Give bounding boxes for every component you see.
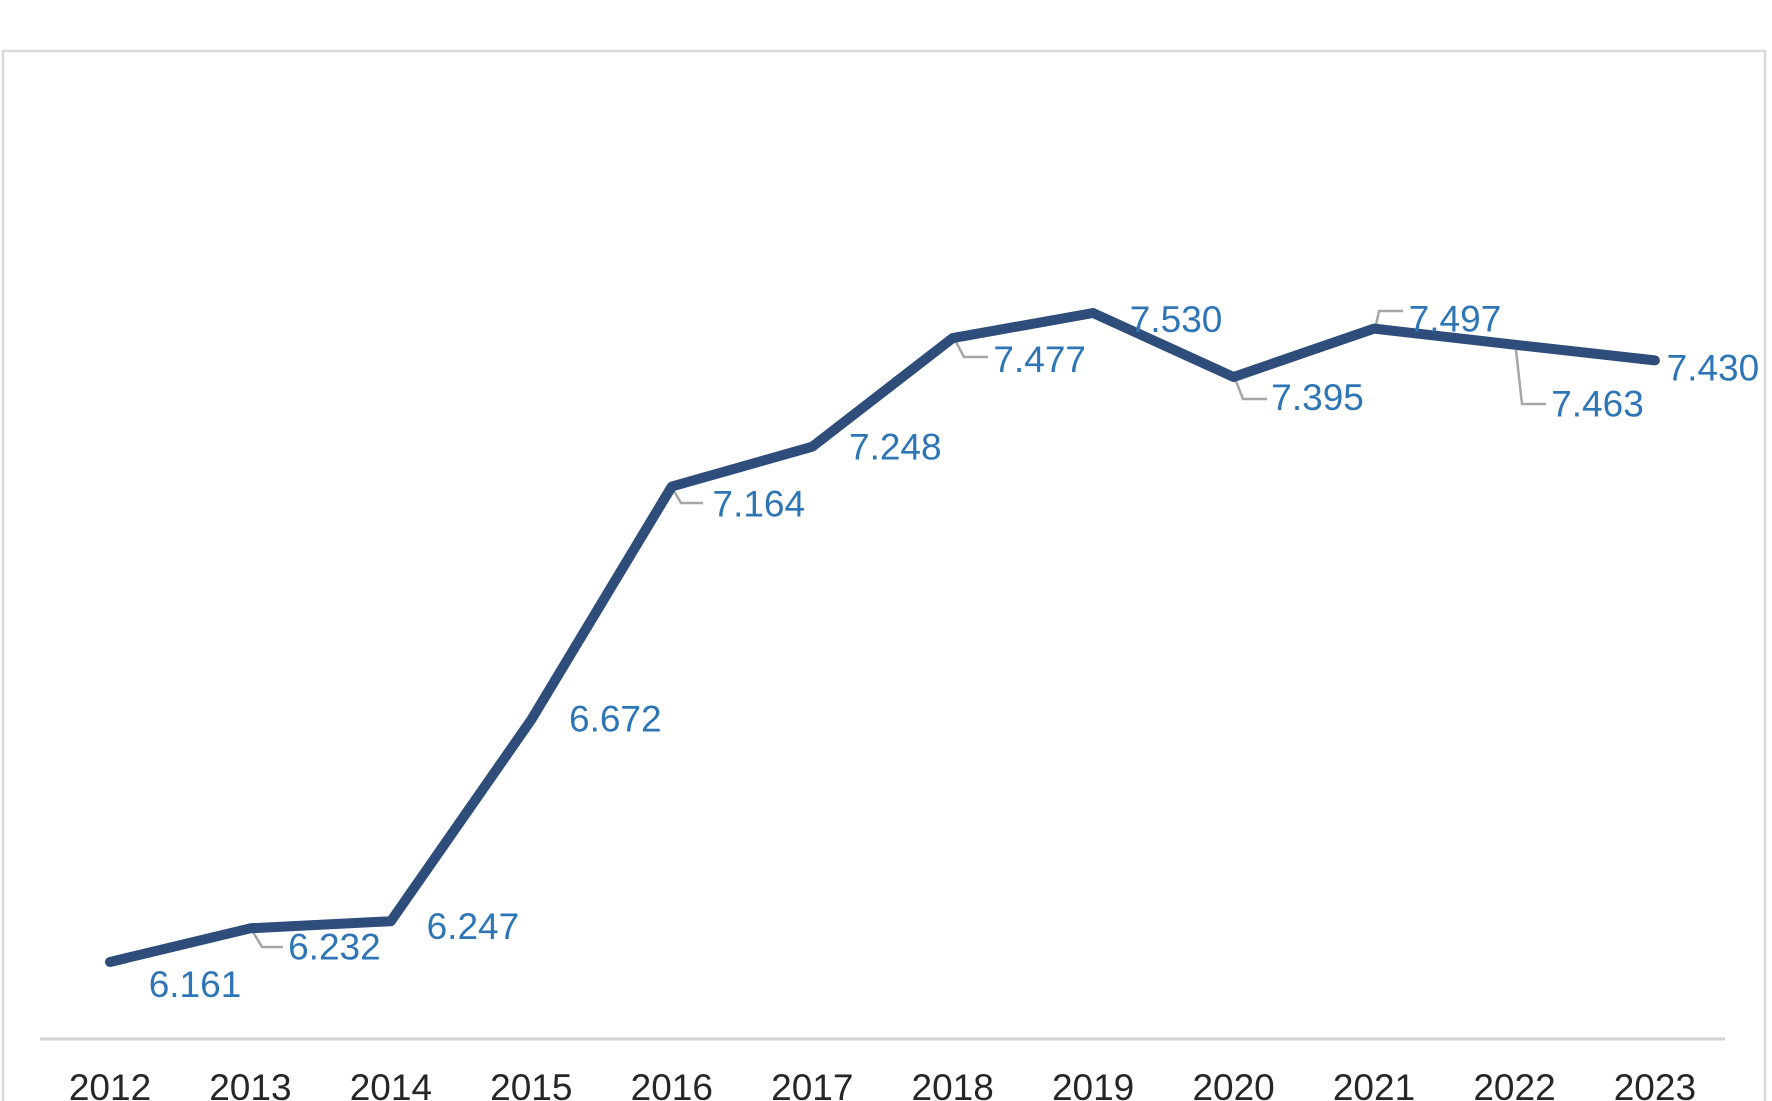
leader-line-2018 <box>954 341 988 359</box>
leader-line-2020 <box>1234 380 1267 401</box>
x-tick-label-2023: 2023 <box>1614 1067 1696 1101</box>
leader-line-2013 <box>251 931 283 949</box>
data-label-2019: 7.530 <box>1130 299 1223 340</box>
x-tick-label-2015: 2015 <box>490 1067 572 1101</box>
data-label-2018: 7.477 <box>993 339 1086 380</box>
x-tick-label-2019: 2019 <box>1052 1067 1134 1101</box>
leader-line-2022 <box>1514 349 1546 406</box>
data-label-2020: 7.395 <box>1271 377 1364 418</box>
x-tick-label-2018: 2018 <box>912 1067 994 1101</box>
x-tick-label-2013: 2013 <box>209 1067 291 1101</box>
x-tick-label-2020: 2020 <box>1192 1067 1274 1101</box>
x-tick-label-2016: 2016 <box>631 1067 713 1101</box>
leader-line-2021 <box>1374 309 1403 326</box>
data-label-2016: 7.164 <box>713 484 806 525</box>
data-label-2021: 7.497 <box>1409 299 1502 340</box>
data-label-2022: 7.463 <box>1551 384 1644 425</box>
data-label-2014: 6.247 <box>427 906 520 947</box>
x-tick-label-2021: 2021 <box>1333 1067 1415 1101</box>
leader-line-2016 <box>672 490 703 505</box>
chart-border-frame <box>1 49 1767 1101</box>
x-tick-label-2014: 2014 <box>350 1067 432 1101</box>
x-tick-label-2012: 2012 <box>69 1067 151 1101</box>
series-line <box>105 308 1660 967</box>
x-tick-label-2022: 2022 <box>1473 1067 1555 1101</box>
data-label-2012: 6.161 <box>149 964 242 1005</box>
data-label-2013: 6.232 <box>288 926 381 967</box>
data-label-2015: 6.672 <box>569 699 662 740</box>
data-label-2017: 7.248 <box>849 427 942 468</box>
data-label-2023: 7.430 <box>1667 347 1760 388</box>
x-tick-label-2017: 2017 <box>771 1067 853 1101</box>
